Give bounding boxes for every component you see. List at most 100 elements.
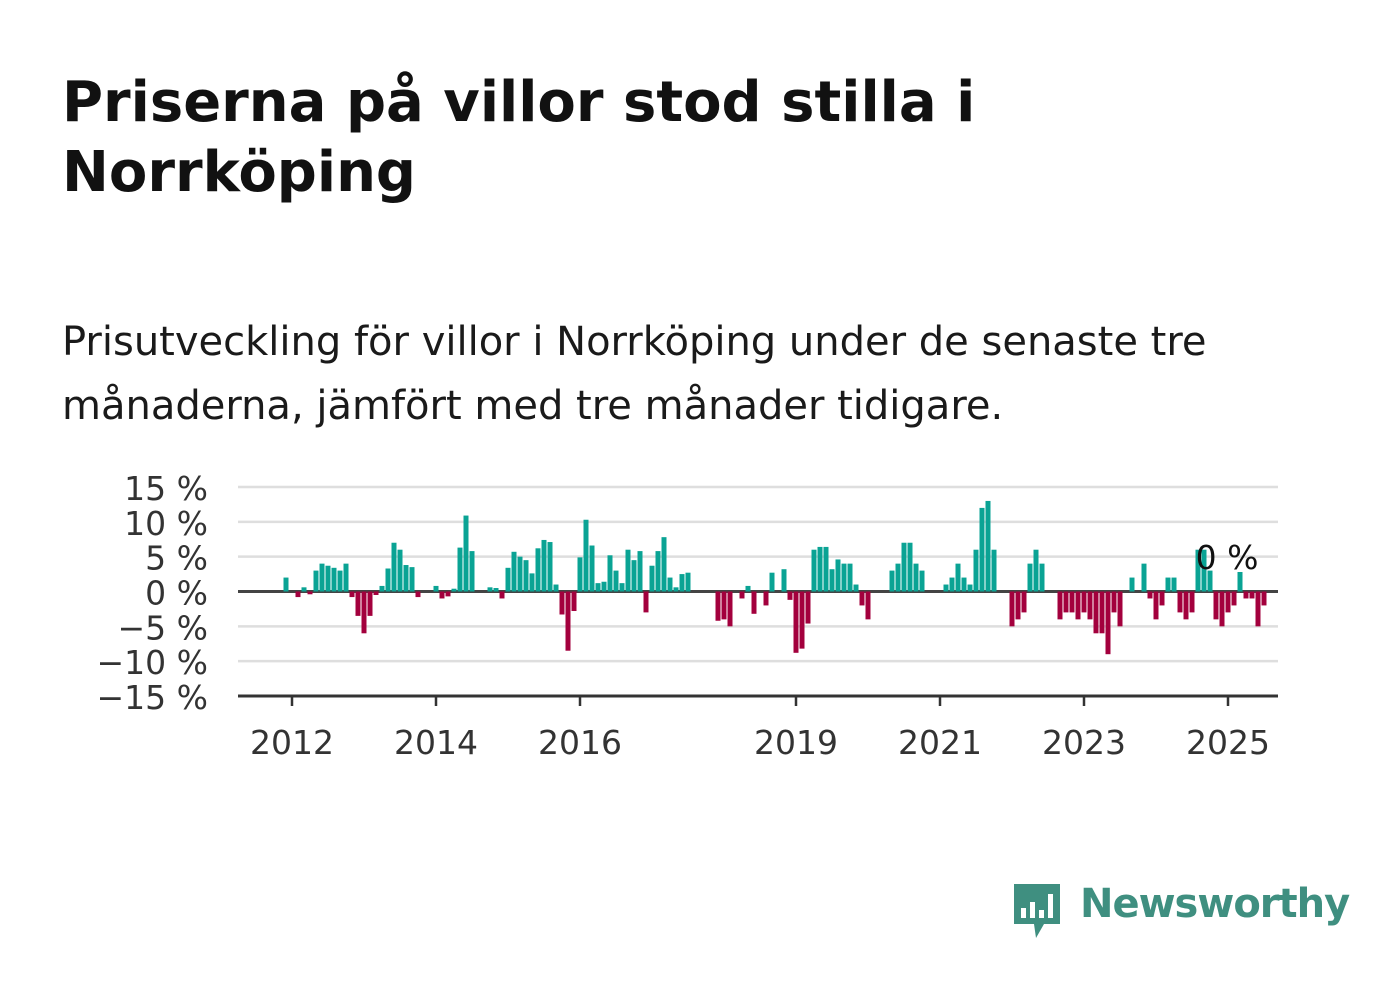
bar — [373, 591, 379, 595]
bar — [355, 591, 361, 616]
bar — [1261, 591, 1267, 606]
bar — [853, 584, 859, 592]
bar — [433, 585, 439, 592]
bar — [487, 587, 493, 592]
bar — [1213, 591, 1219, 620]
bar — [649, 565, 655, 592]
bar — [343, 563, 349, 592]
bar — [463, 515, 469, 592]
bar — [1111, 591, 1117, 613]
bar — [385, 568, 391, 592]
bar — [751, 591, 757, 614]
bar — [913, 563, 919, 592]
bar — [361, 591, 367, 634]
bar — [781, 569, 787, 592]
bar — [973, 549, 979, 592]
bar — [1063, 591, 1069, 613]
bar — [943, 584, 949, 592]
bar — [739, 591, 745, 599]
y-tick-label: 10 % — [124, 504, 208, 543]
y-tick-label: −10 % — [97, 643, 209, 682]
bar — [499, 591, 505, 599]
bar — [1099, 591, 1105, 634]
bar — [1189, 591, 1195, 613]
bar — [295, 591, 301, 598]
bar — [811, 549, 817, 592]
bar — [1231, 591, 1237, 606]
bar — [313, 570, 319, 592]
bar — [679, 574, 685, 592]
gridlines — [238, 485, 1278, 663]
bar — [1249, 591, 1255, 599]
bar — [1009, 591, 1015, 627]
bar — [967, 584, 973, 592]
bar — [1039, 563, 1045, 592]
bar — [535, 548, 541, 592]
y-tick-label: 0 % — [145, 574, 208, 613]
bar — [1069, 591, 1075, 613]
bar — [547, 542, 553, 592]
bar — [1075, 591, 1081, 620]
bar — [799, 591, 805, 649]
chart-title: Priserna på villor stod stilla i Norrköp… — [62, 70, 976, 205]
bar — [577, 557, 583, 592]
bar — [985, 500, 991, 592]
bar — [655, 551, 661, 592]
bar — [847, 563, 853, 592]
bar — [769, 572, 775, 592]
bar — [1243, 591, 1249, 599]
bar — [1237, 571, 1243, 592]
bar — [1117, 591, 1123, 627]
y-tick-label: 15 % — [124, 469, 208, 508]
x-tick-label: 2012 — [250, 723, 334, 762]
bar — [511, 551, 517, 592]
x-tick-label: 2019 — [754, 723, 838, 762]
bar — [1093, 591, 1099, 634]
bar — [379, 585, 385, 592]
y-tick-label: 5 % — [145, 539, 208, 578]
bar — [1171, 577, 1177, 592]
bar — [397, 549, 403, 592]
bar — [1021, 591, 1027, 613]
bar — [565, 591, 571, 651]
bar — [445, 591, 451, 597]
bar — [661, 537, 667, 592]
bar — [1105, 591, 1111, 655]
bar — [673, 587, 679, 592]
bar — [889, 570, 895, 592]
bar — [325, 565, 331, 592]
bar — [859, 591, 865, 606]
bar — [457, 547, 463, 592]
bar — [583, 519, 589, 592]
bar — [1153, 591, 1159, 620]
bar — [1087, 591, 1093, 620]
bar — [907, 542, 913, 592]
bar — [895, 563, 901, 592]
bar — [631, 560, 637, 592]
bar — [307, 591, 313, 595]
bar — [415, 591, 421, 598]
bar — [1177, 591, 1183, 613]
bar — [1129, 577, 1135, 592]
bar — [523, 560, 529, 592]
bar — [451, 588, 457, 592]
x-tick-label: 2023 — [1042, 723, 1126, 762]
last-value-label: 0 % — [1196, 538, 1259, 577]
bar — [403, 565, 409, 592]
bar — [793, 591, 799, 653]
bar — [961, 577, 967, 592]
bar — [1207, 570, 1213, 592]
x-tick-label: 2016 — [538, 723, 622, 762]
bar — [559, 591, 565, 615]
bar — [829, 569, 835, 592]
annotations: 0 % — [1196, 538, 1259, 577]
bar — [991, 549, 997, 592]
bar — [1255, 591, 1261, 627]
x-tick-label: 2025 — [1186, 723, 1270, 762]
bar — [685, 572, 691, 592]
bar — [409, 567, 415, 592]
bar — [949, 577, 955, 592]
bar — [1141, 563, 1147, 592]
brand-name: Newsworthy — [1080, 881, 1350, 927]
